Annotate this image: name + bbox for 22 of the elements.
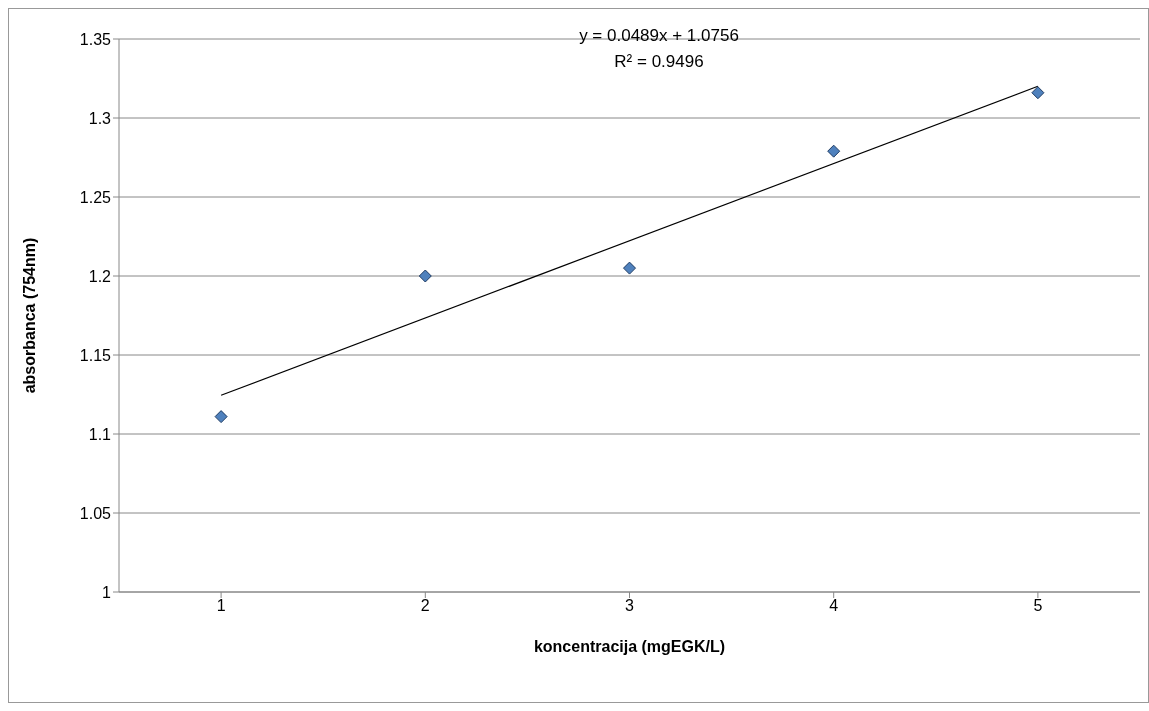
y-tick-label: 1.1: [88, 425, 112, 443]
y-tick-label: 1.3: [88, 109, 112, 127]
y-tick-label: 1.05: [79, 504, 112, 522]
point: [623, 261, 636, 275]
x-tick-label: 1: [216, 597, 226, 615]
y-tick-label: 1.25: [79, 188, 112, 206]
point: [214, 410, 228, 424]
y-axis-title: absorbanca (754nm): [20, 237, 38, 394]
annotation: R² = 0.9496: [613, 51, 705, 73]
x-tick-label: 5: [1033, 597, 1043, 615]
y-tick-label: 1.15: [79, 346, 112, 364]
annotation: y = 0.0489x + 1.0756: [578, 25, 740, 47]
y-tick-label: 1.35: [79, 30, 112, 48]
x-tick-label: 2: [420, 597, 430, 615]
point: [418, 269, 432, 283]
x-tick-label: 3: [625, 597, 635, 615]
point: [827, 144, 841, 158]
point: [1031, 86, 1045, 100]
x-tick-label: 4: [829, 597, 839, 615]
y-tick-label: 1: [102, 583, 112, 601]
y-tick-label: 1.2: [88, 267, 112, 285]
x-axis-title: koncentracija (mgEGK/L): [533, 638, 726, 655]
